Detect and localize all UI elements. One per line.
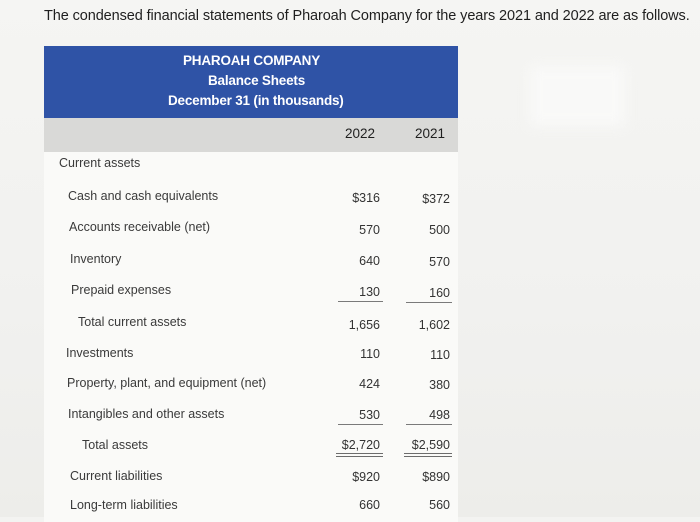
row-label-total-assets: Total assets: [82, 438, 149, 452]
value-current-liabilities-2022: $920: [352, 470, 380, 484]
year-header-band: [44, 118, 458, 152]
row-label-intangibles: Intangibles and other assets: [68, 407, 225, 421]
background-glare: [530, 66, 625, 126]
total-double-underline-2022: [336, 453, 383, 457]
value-receivable-2021: 500: [429, 223, 450, 237]
value-prepaid-2022: 130: [359, 285, 380, 299]
problem-intro-text: The condensed financial statements of Ph…: [44, 8, 690, 24]
row-label-ppe: Property, plant, and equipment (net): [67, 376, 267, 390]
row-label-current-assets: Current assets: [59, 156, 141, 170]
assets-underline-2022: [338, 424, 383, 425]
column-header-2021: 2021: [414, 126, 446, 141]
value-long-term-2022: 660: [359, 498, 380, 512]
value-intangibles-2021: 498: [429, 408, 450, 422]
row-label-prepaid: Prepaid expenses: [71, 283, 172, 297]
value-inventory-2021: 570: [429, 255, 450, 269]
value-total-assets-2021: $2,590: [411, 438, 450, 452]
row-label-current-liabilities: Current liabilities: [70, 469, 163, 483]
assets-underline-2021: [406, 424, 452, 425]
value-long-term-2021: 560: [429, 498, 450, 512]
column-header-2022: 2022: [344, 126, 376, 141]
subtotal-underline-2021: [406, 302, 452, 303]
value-cash-2022: $316: [352, 191, 380, 205]
value-investments-2022: 110: [360, 347, 380, 361]
row-label-investments: Investments: [66, 346, 134, 360]
value-inventory-2022: 640: [359, 254, 380, 268]
value-investments-2021: 110: [430, 348, 450, 362]
value-prepaid-2021: 160: [429, 286, 450, 300]
value-intangibles-2022: 530: [359, 408, 380, 422]
statement-date: December 31 (in thousands): [168, 93, 344, 108]
value-total-current-2022: 1,656: [348, 318, 380, 332]
value-receivable-2022: 570: [359, 223, 380, 237]
row-label-receivable: Accounts receivable (net): [69, 220, 211, 234]
value-current-liabilities-2021: $890: [422, 470, 450, 484]
row-label-cash: Cash and cash equivalents: [68, 189, 219, 203]
statement-body: [44, 152, 458, 522]
company-name: PHAROAH COMPANY: [183, 53, 321, 68]
row-label-long-term-liabilities: Long-term liabilities: [70, 498, 178, 512]
value-total-assets-2022: $2,720: [341, 438, 380, 452]
row-label-total-current-assets: Total current assets: [78, 315, 187, 329]
row-label-inventory: Inventory: [70, 252, 122, 266]
total-double-underline-2021: [404, 453, 452, 457]
statement-title: Balance Sheets: [208, 73, 305, 88]
subtotal-underline-2022: [338, 301, 383, 302]
value-ppe-2021: 380: [429, 378, 450, 392]
value-total-current-2021: 1,602: [418, 318, 450, 332]
statement-header: PHAROAH COMPANY Balance Sheets December …: [44, 46, 458, 118]
value-ppe-2022: 424: [359, 377, 380, 391]
value-cash-2021: $372: [422, 192, 450, 206]
